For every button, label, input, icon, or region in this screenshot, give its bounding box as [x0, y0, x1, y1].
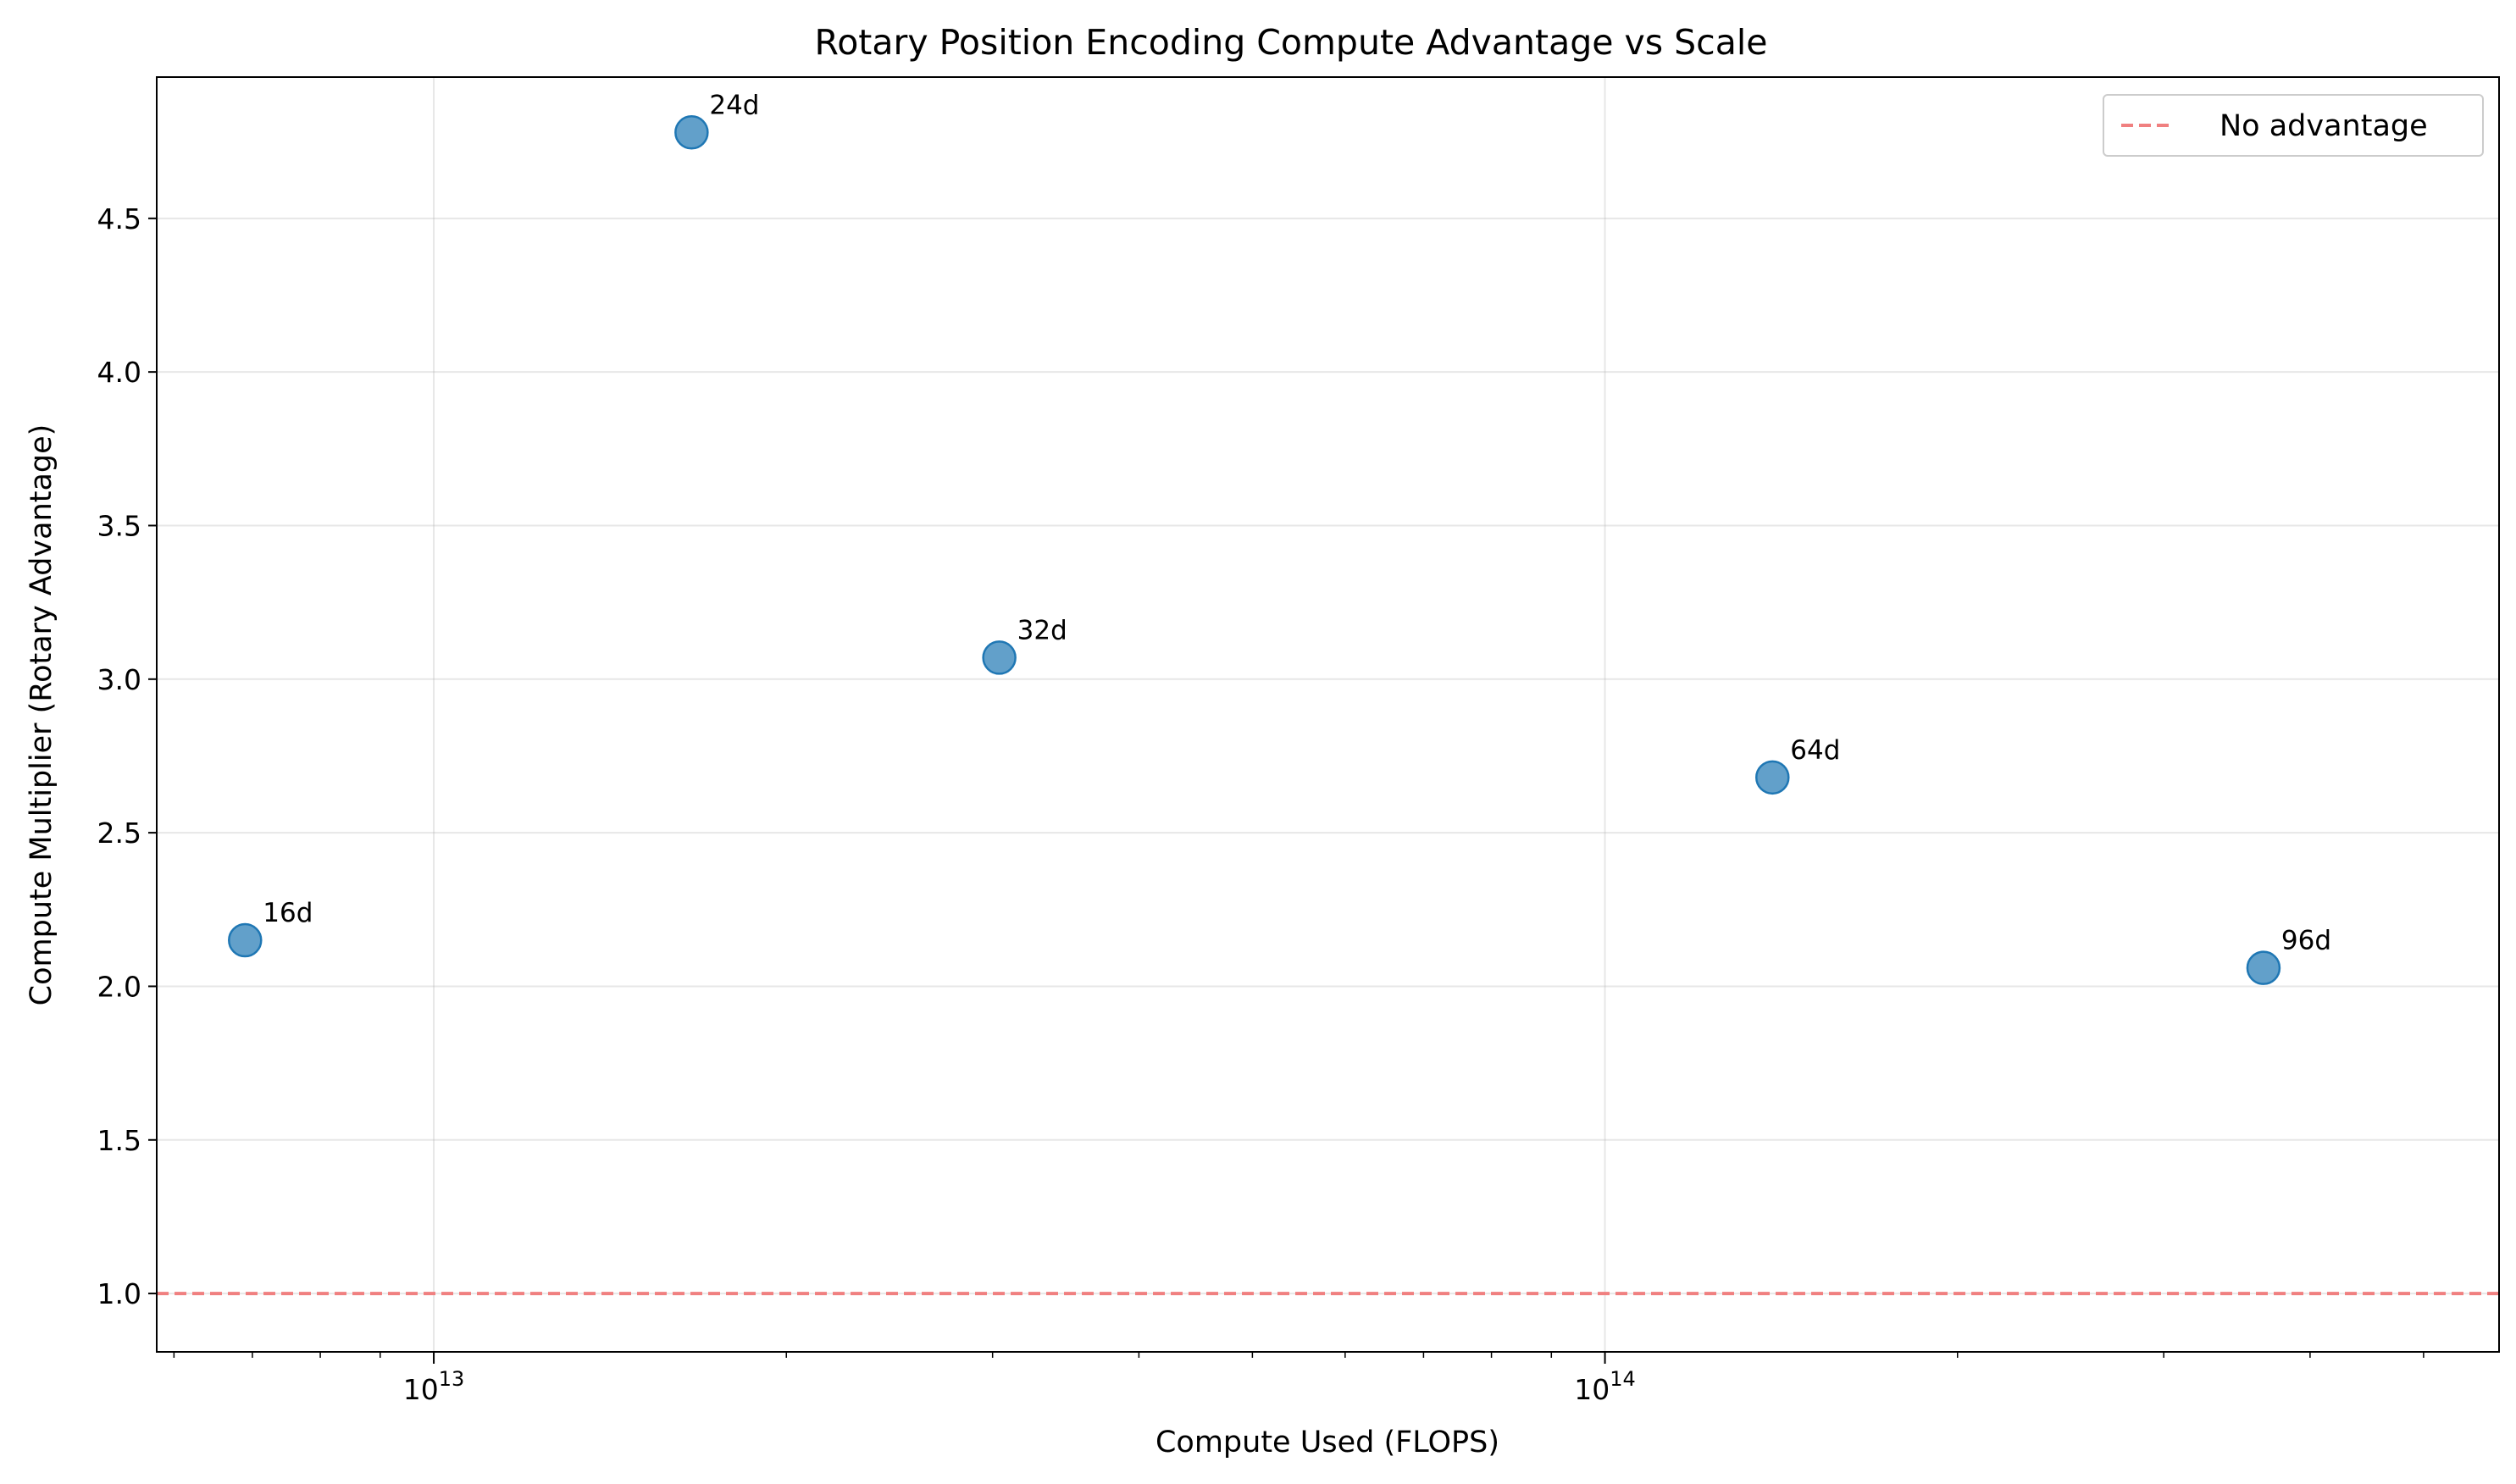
data-point-label: 32d: [1017, 615, 1067, 645]
y-tick-label: 3.5: [97, 509, 141, 542]
x-tick-label: 1013: [403, 1367, 465, 1406]
data-point-16d: [228, 922, 263, 958]
x-tick-base: 10: [403, 1373, 439, 1406]
data-point-24d: [674, 115, 709, 150]
plot-frame: [156, 76, 2500, 1353]
y-tick-label: 2.5: [97, 817, 141, 850]
legend-box: [2103, 94, 2484, 157]
y-axis-label: Compute Multiplier (Rotary Advantage): [25, 424, 58, 1006]
y-tick-label: 3.0: [97, 663, 141, 696]
x-tick-exponent: 14: [1610, 1367, 1636, 1391]
data-point-96d: [2246, 950, 2281, 985]
y-tick-label: 4.5: [97, 202, 141, 235]
x-tick-base: 10: [1574, 1373, 1610, 1406]
data-point-label: 64d: [1790, 735, 1840, 766]
x-axis-label: Compute Used (FLOPS): [1155, 1426, 1499, 1459]
data-point-label: 16d: [263, 898, 313, 928]
grid: [157, 77, 2499, 1352]
data-point-label: 24d: [709, 90, 759, 120]
y-tick-label: 2.0: [97, 970, 141, 1003]
data-point-label: 96d: [2281, 926, 2331, 956]
chart-title: Rotary Position Encoding Compute Advanta…: [815, 22, 1768, 63]
y-tick-label: 1.0: [97, 1277, 141, 1310]
data-points: 16d 24d 32d 64d 96d: [228, 90, 2331, 985]
data-point-32d: [982, 640, 1017, 675]
legend: No advantage: [2103, 94, 2484, 157]
y-tick-label: 1.5: [97, 1124, 141, 1157]
x-tick-label: 1014: [1574, 1367, 1636, 1406]
y-tick-label: 4.0: [97, 356, 141, 389]
legend-label: No advantage: [2220, 109, 2428, 143]
data-point-64d: [1755, 760, 1790, 795]
x-tick-exponent: 13: [439, 1367, 465, 1391]
